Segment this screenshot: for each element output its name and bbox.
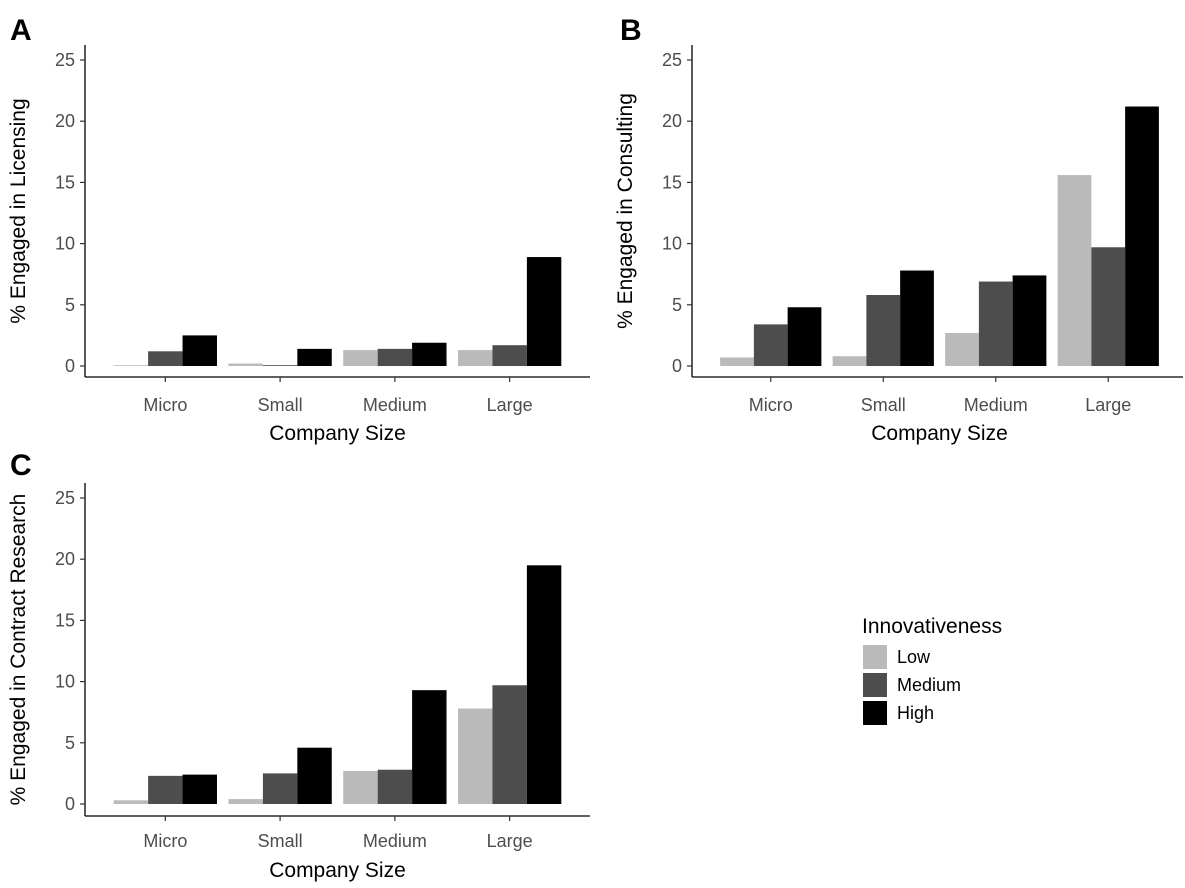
bar-large-low [458,350,493,366]
bar-micro-high [787,307,822,366]
bar-medium-high [412,690,447,804]
bar-small-high [900,270,934,366]
bar-large-high [1125,106,1159,366]
bar-small-low [228,799,263,804]
y-axis-title: % Engaged in Consulting [614,93,637,329]
bar-micro-low [113,800,149,804]
bar-large-medium [1091,247,1126,366]
bar-large-low [458,708,493,804]
y-tick-label: 15 [662,172,682,192]
bar-micro-low [720,357,754,366]
bar-medium-high [1012,275,1047,366]
y-axis-title: % Engaged in Contract Research [7,494,30,806]
y-tick-label: 5 [65,295,75,315]
bar-small-medium [262,365,298,366]
y-tick-label: 15 [55,172,75,192]
y-tick-label: 10 [55,234,75,254]
bar-micro-medium [148,775,183,804]
panel-b: B 0 5 10 15 20 25 Micro Small Medium Large Company … [614,14,1183,445]
legend-label-high: High [897,703,934,723]
y-tick-label: 20 [55,549,75,569]
y-tick-label: 5 [672,295,682,315]
bar-large-high [526,257,562,366]
y-tick-label: 0 [65,794,75,814]
x-tick-label: Small [861,395,906,415]
y-tick-label: 10 [662,234,682,254]
x-axis-title: Company Size [871,422,1008,445]
bar-medium-medium [377,769,413,804]
y-tick-label: 25 [55,488,75,508]
bar-large-medium [492,345,527,366]
legend-swatch-high [863,701,887,725]
bar-micro-high [182,335,217,366]
bar-small-medium [262,773,298,804]
panel-a: A 0 5 10 15 20 25 Micro Small Medium Large Company … [7,14,590,445]
legend-swatch-low [863,645,887,669]
bar-medium-medium [377,348,413,366]
x-tick-label: Medium [964,395,1028,415]
legend-label-low: Low [897,647,931,667]
x-axis-title: Company Size [269,859,406,882]
y-tick-label: 20 [55,111,75,131]
x-tick-label: Large [487,831,533,851]
bar-micro-medium [148,351,183,366]
y-tick-label: 25 [55,50,75,70]
panel-letter: A [10,14,32,47]
legend: Innovativeness Low Medium High [862,615,1002,725]
y-tick-label: 5 [65,733,75,753]
bar-micro-medium [753,324,788,366]
panel-c: C 0 5 10 15 20 25 Micro Small Medium Large Company … [7,449,590,882]
panel-letter: C [10,449,32,482]
y-tick-label: 0 [672,356,682,376]
x-axis-title: Company Size [269,422,406,445]
y-tick-label: 25 [662,50,682,70]
bar-small-low [832,356,867,366]
bar-large-medium [492,685,527,804]
bar-large-high [526,565,562,804]
bar-medium-high [412,342,447,366]
y-tick-label: 0 [65,356,75,376]
bar-micro-high [182,774,217,804]
bar-micro-low [113,365,149,366]
x-tick-label: Large [487,395,533,415]
bar-small-high [297,747,332,804]
panels: A 0 5 10 15 20 25 Micro Small Medium Large Company … [7,14,1183,882]
x-tick-label: Medium [363,831,427,851]
y-axis-title: % Engaged in Licensing [7,98,30,323]
y-tick-label: 15 [55,610,75,630]
y-tick-label: 10 [55,672,75,692]
bar-medium-low [343,770,378,804]
bar-medium-low [343,350,378,366]
panel-letter: B [620,14,642,47]
x-tick-label: Large [1085,395,1131,415]
x-tick-label: Medium [363,395,427,415]
x-tick-label: Small [258,395,303,415]
bar-medium-medium [978,281,1013,366]
x-tick-label: Small [258,831,303,851]
x-tick-label: Micro [143,395,187,415]
bar-medium-low [945,332,979,366]
bar-small-low [228,363,263,366]
bar-small-high [297,348,332,366]
bar-large-low [1057,175,1092,366]
y-tick-label: 20 [662,111,682,131]
legend-swatch-medium [863,673,887,697]
x-tick-label: Micro [143,831,187,851]
legend-title: Innovativeness [862,615,1002,638]
x-tick-label: Micro [749,395,793,415]
bar-small-medium [866,295,901,366]
legend-label-medium: Medium [897,675,961,695]
